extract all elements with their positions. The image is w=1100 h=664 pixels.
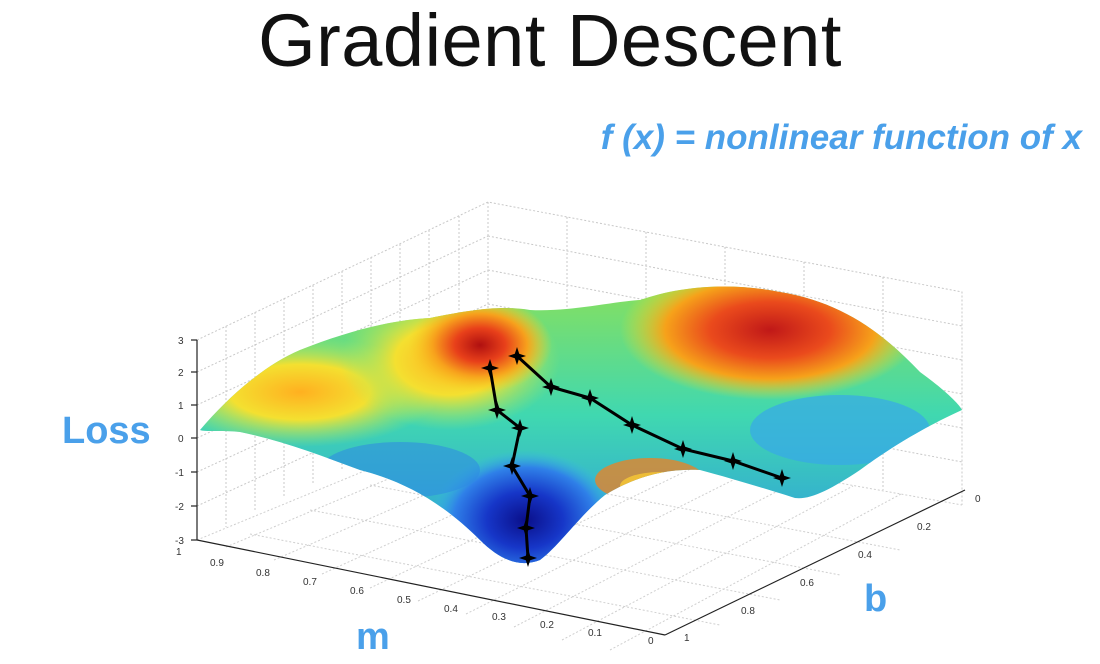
m-tick-label: 0.3 xyxy=(492,612,506,623)
m-tick-label: 0.4 xyxy=(444,604,458,615)
slide-title: Gradient Descent xyxy=(258,0,842,82)
descent-step-markers xyxy=(481,347,791,567)
step-marker-icon xyxy=(521,487,539,505)
b-axis-ticks: 0 0.2 0.4 0.6 0.8 1 xyxy=(684,494,981,644)
step-marker-icon xyxy=(623,416,641,434)
step-marker-icon xyxy=(581,389,599,407)
z-tick-label: 0 xyxy=(178,434,184,445)
step-marker-icon xyxy=(724,452,742,470)
b-tick-label: 1 xyxy=(684,633,690,644)
step-marker-icon xyxy=(517,519,535,537)
b-tick-label: 0.6 xyxy=(800,578,814,589)
b-axis-label: b xyxy=(864,578,888,620)
m-tick-label: 0.8 xyxy=(256,568,270,579)
z-tick-label: -2 xyxy=(175,502,184,513)
z-tick-label: 1 xyxy=(178,401,184,412)
step-marker-icon xyxy=(542,378,560,396)
m-tick-label: 1 xyxy=(176,547,182,558)
b-tick-label: 0.8 xyxy=(741,606,755,617)
m-axis-label: m xyxy=(356,616,390,658)
floor-axes xyxy=(196,489,966,636)
m-tick-label: 0.9 xyxy=(210,558,224,569)
z-tick-label: 2 xyxy=(178,368,184,379)
m-tick-label: 0 xyxy=(648,636,654,647)
step-marker-icon xyxy=(503,457,521,475)
m-tick-label: 0.5 xyxy=(397,595,411,606)
m-tick-label: 0.2 xyxy=(540,620,554,631)
z-tick-label: -3 xyxy=(175,536,184,547)
m-tick-label: 0.7 xyxy=(303,577,317,588)
m-tick-label: 0.6 xyxy=(350,586,364,597)
step-marker-icon xyxy=(773,469,791,487)
z-tick-label: 3 xyxy=(178,336,184,347)
b-tick-label: 0.2 xyxy=(917,522,931,533)
b-tick-label: 0.4 xyxy=(858,550,872,561)
m-axis-ticks: 1 0.9 0.8 0.7 0.6 0.5 0.4 0.3 0.2 0.1 0 xyxy=(176,547,654,647)
step-marker-icon xyxy=(674,440,692,458)
step-marker-icon xyxy=(508,347,526,365)
z-tick-label: -1 xyxy=(175,468,184,479)
b-tick-label: 0 xyxy=(975,494,981,505)
loss-axis-label: Loss xyxy=(62,410,151,452)
step-marker-icon xyxy=(511,419,529,437)
step-marker-icon xyxy=(488,401,506,419)
function-formula: f (x) = nonlinear function of x xyxy=(600,118,1082,157)
m-tick-label: 0.1 xyxy=(588,628,602,639)
step-marker-icon xyxy=(519,549,537,567)
z-axis xyxy=(191,339,198,541)
z-tick-labels: 3 2 1 0 -1 -2 -3 xyxy=(175,336,184,547)
step-marker-icon xyxy=(481,359,499,377)
